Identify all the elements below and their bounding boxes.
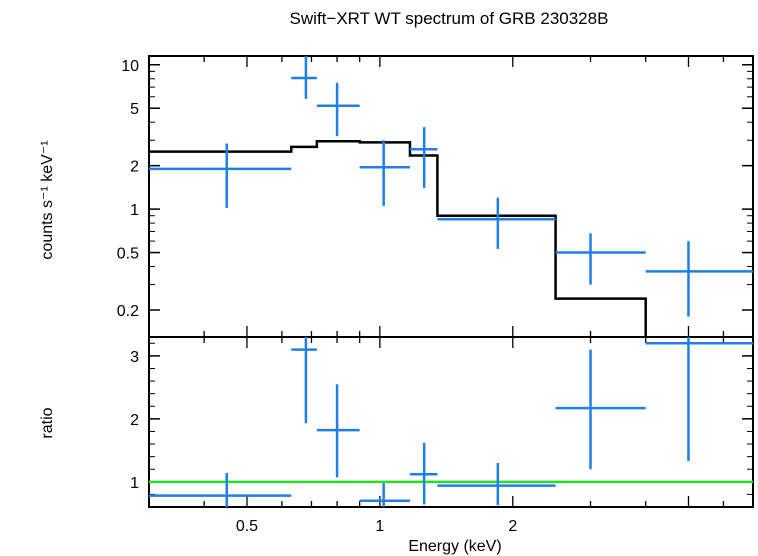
- ratio-data-point: [437, 462, 556, 506]
- model-histogram: [149, 140, 647, 337]
- spectrum-y-tick-label: 0.5: [117, 246, 139, 263]
- spectrum-y-tick-label: 5: [130, 101, 139, 118]
- x-tick-label: 2: [508, 518, 517, 535]
- spectrum-y-tick-label: 10: [121, 58, 139, 75]
- spectrum-y-tick-label: 0.2: [117, 303, 139, 320]
- ratio-data-point: [149, 473, 292, 507]
- ratio-data-point: [291, 337, 317, 424]
- spectrum-data-point: [409, 127, 438, 189]
- spectrum-data-point: [316, 82, 360, 137]
- spectrum-y-tick-label: 2: [130, 159, 139, 176]
- spectrum-data-point: [291, 56, 317, 99]
- ratio-data-point: [555, 349, 646, 470]
- ratio-panel: 3 2 1 0.5 1 2: [130, 336, 754, 535]
- x-tick-label: 0.5: [236, 518, 258, 535]
- spectrum-data-point: [437, 197, 556, 249]
- bottom-y-axis-label: ratio: [39, 407, 56, 438]
- ratio-data-point: [359, 483, 410, 507]
- ratio-y-tick-label: 1: [130, 475, 139, 492]
- chart-title: Swift−XRT WT spectrum of GRB 230328B: [290, 9, 609, 28]
- spectrum-data-point: [555, 233, 646, 285]
- ratio-data-point: [409, 442, 438, 505]
- x-axis-label: Energy (keV): [408, 538, 501, 555]
- spectrum-y-tick-label: 1: [130, 202, 139, 219]
- ratio-data-point: [316, 384, 360, 478]
- ratio-data-point: [645, 337, 753, 462]
- ratio-y-tick-label: 3: [130, 349, 139, 366]
- ratio-frame: [148, 336, 754, 508]
- spectrum-data-point: [359, 140, 410, 207]
- x-tick-label: 1: [375, 518, 384, 535]
- top-y-axis-label: counts s⁻¹ keV⁻¹: [39, 140, 56, 259]
- ratio-y-tick-label: 2: [130, 412, 139, 429]
- spectrum-panel: 10 5 2 1 0.5 0.2: [117, 55, 754, 338]
- spectrum-data-point: [149, 143, 292, 208]
- spectrum-frame: [148, 55, 754, 338]
- spectrum-data-point: [645, 241, 753, 317]
